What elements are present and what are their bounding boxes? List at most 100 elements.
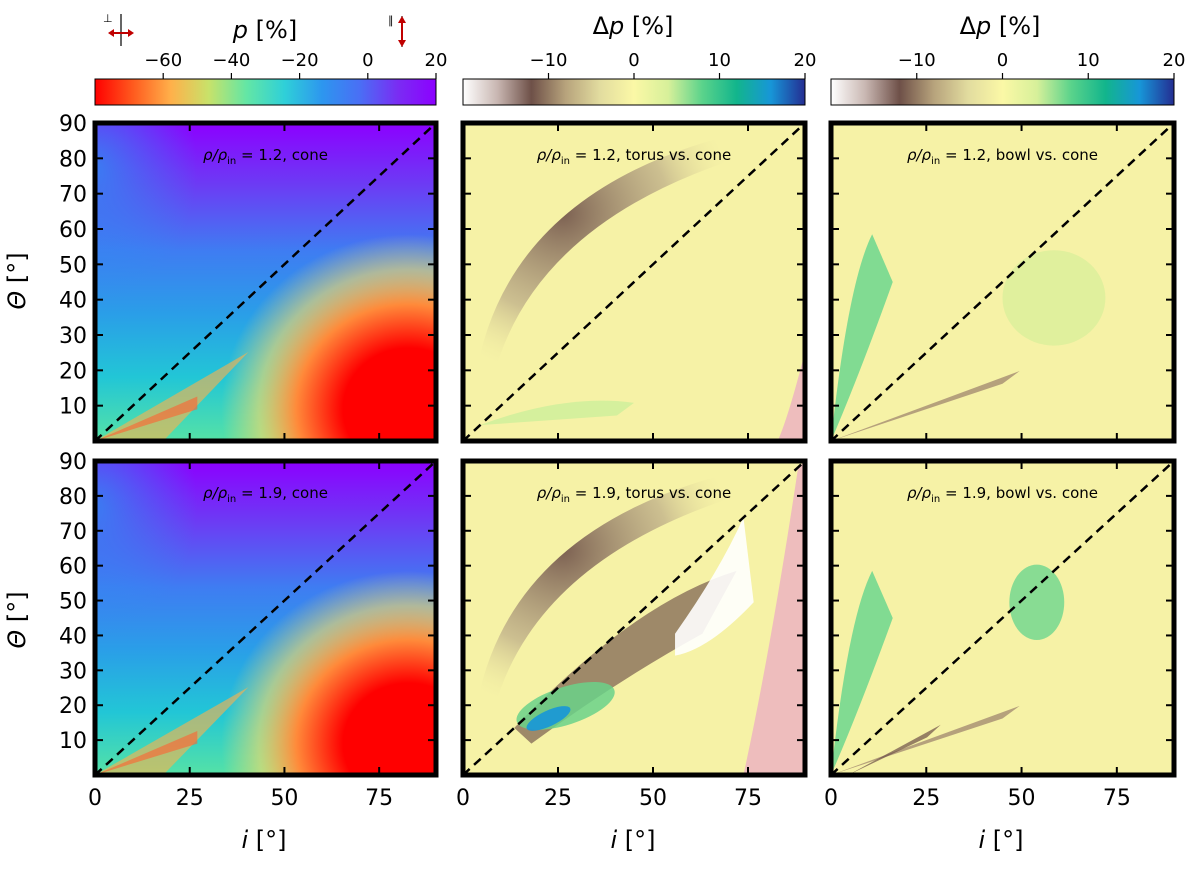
perpendicular-orientation-mark: ⊥ xyxy=(103,12,134,46)
diagonal-line xyxy=(94,122,437,442)
perpendicular-arrowhead-right xyxy=(128,29,134,37)
y-tick-label: 50 xyxy=(59,253,87,278)
label-unit: [°] xyxy=(617,826,655,854)
y-tick-label: 90 xyxy=(59,450,87,475)
y-tick-label: 10 xyxy=(59,395,87,420)
colorbar-tick-label: 20 xyxy=(425,50,448,71)
colorbar-p: p [%] ⊥ ∥ −60 −40 −20 0 20 xyxy=(94,12,448,106)
label-unit: [°] xyxy=(248,826,286,854)
perpendicular-symbol: ⊥ xyxy=(103,12,113,25)
colorbar-title-dp-bowl: Δp [%] xyxy=(960,12,1041,40)
parallel-orientation-mark: ∥ xyxy=(388,14,406,47)
y-tick-label: 80 xyxy=(59,485,87,510)
x-tick-label: 0 xyxy=(824,786,838,811)
annotation-symbol: ρ/ρ xyxy=(537,146,562,164)
annotation-text: = 1.9, bowl vs. cone xyxy=(940,484,1098,502)
label-symbol: Θ xyxy=(3,630,31,649)
y-tick-label: 30 xyxy=(59,659,87,684)
label-prefix: Δ xyxy=(593,12,610,40)
colorbar-tick-label: 0 xyxy=(628,50,639,71)
annotation-text: = 1.2, bowl vs. cone xyxy=(940,146,1098,164)
panel-annotation: ρ/ρin = 1.9, torus vs. cone xyxy=(537,484,731,505)
y-tick-label: 80 xyxy=(59,147,87,172)
panel-annotation: ρ/ρin = 1.2, bowl vs. cone xyxy=(907,146,1098,167)
label-unit: [°] xyxy=(3,591,31,629)
panel-annotation: ρ/ρin = 1.9, bowl vs. cone xyxy=(907,484,1098,505)
colorbar-title-dp-torus: Δp [%] xyxy=(593,12,674,40)
annotation-subscript: in xyxy=(227,494,236,505)
colorbar-tick-label: −10 xyxy=(530,50,568,71)
panel-frame xyxy=(92,120,439,444)
diagonal-line xyxy=(462,460,806,776)
label-symbol: i xyxy=(241,826,248,854)
x-tick-label: 75 xyxy=(1103,786,1131,811)
x-tick-label: 50 xyxy=(1008,786,1036,811)
y-axis-label-top: Θ [°] xyxy=(3,252,31,309)
colorbar-tick-label: −10 xyxy=(898,50,936,71)
panel-annotation: ρ/ρin = 1.9, cone xyxy=(203,484,328,505)
colorbar-tick-label: −60 xyxy=(144,50,182,71)
y-tick-label: 40 xyxy=(59,624,87,649)
label-symbol: i xyxy=(610,826,617,854)
annotation-subscript: in xyxy=(227,156,236,167)
x-tick-label: 0 xyxy=(456,786,470,811)
y-tick-label: 20 xyxy=(59,694,87,719)
label-symbol: Θ xyxy=(3,291,31,310)
panel-grid: ρ/ρin = 1.2, cone102030405060708090ρ/ρin… xyxy=(59,112,1177,811)
label-symbol: i xyxy=(978,826,985,854)
x-tick-label: 25 xyxy=(912,786,940,811)
panel-annotation: ρ/ρin = 1.2, cone xyxy=(203,146,328,167)
y-axis-label-bottom: Θ [°] xyxy=(3,591,31,648)
x-tick-label: 75 xyxy=(365,786,393,811)
y-tick-label: 90 xyxy=(59,112,87,137)
panel-frame xyxy=(460,120,808,444)
annotation-text: = 1.9, torus vs. cone xyxy=(570,484,731,502)
panel-2-2: ρ/ρin = 1.9, torus vs. cone 0 25 50 75 xyxy=(456,458,808,811)
y-tick-label: 10 xyxy=(59,729,87,754)
parallel-symbol: ∥ xyxy=(388,14,394,27)
y-tick-label: 70 xyxy=(59,520,87,545)
y-tick-label: 70 xyxy=(59,183,87,208)
annotation-symbol: ρ/ρ xyxy=(907,484,932,502)
x-axis-label-col3: i [°] xyxy=(978,826,1023,854)
diagonal-line xyxy=(462,122,806,442)
annotation-symbol: ρ/ρ xyxy=(907,146,932,164)
colorbar-tick-label: 10 xyxy=(1077,50,1100,71)
annotation-symbol: ρ/ρ xyxy=(537,484,562,502)
panel-frame xyxy=(460,458,808,778)
annotation-subscript: in xyxy=(931,494,940,505)
x-axis-label-col2: i [°] xyxy=(610,826,655,854)
y-tick-label: 60 xyxy=(59,218,87,243)
annotation-subscript: in xyxy=(561,156,570,167)
diagonal-line xyxy=(94,460,437,776)
x-tick-label: 0 xyxy=(88,786,102,811)
label-symbol: p xyxy=(975,12,991,40)
colorbar-tick-label: 0 xyxy=(997,50,1008,71)
annotation-symbol: ρ/ρ xyxy=(203,146,228,164)
panel-1-2: ρ/ρin = 1.2, torus vs. cone xyxy=(460,120,808,444)
label-unit: [°] xyxy=(985,826,1023,854)
panel-frame xyxy=(828,120,1177,444)
annotation-text: = 1.9, cone xyxy=(236,484,328,502)
y-tick-label: 60 xyxy=(59,555,87,580)
colorbar-dp-torus: Δp [%] −10 0 10 20 xyxy=(462,12,816,106)
y-tick-label: 20 xyxy=(59,359,87,384)
label-symbol: p xyxy=(608,12,624,40)
annotation-symbol: ρ/ρ xyxy=(203,484,228,502)
panel-2-3: ρ/ρin = 1.9, bowl vs. cone 0 25 50 75 xyxy=(824,458,1177,811)
label-unit: [%] xyxy=(991,12,1040,40)
annotation-text: = 1.2, cone xyxy=(236,146,328,164)
y-tick-label: 30 xyxy=(59,324,87,349)
label-unit: [%] xyxy=(624,12,673,40)
colorbar-tick-label: −20 xyxy=(281,50,319,71)
perpendicular-arrowhead-left xyxy=(108,29,114,37)
panel-annotation: ρ/ρin = 1.2, torus vs. cone xyxy=(537,146,731,167)
colorbar-gradient xyxy=(830,78,1175,106)
panel-frame xyxy=(92,458,439,778)
y-tick-label: 40 xyxy=(59,289,87,314)
annotation-subscript: in xyxy=(561,494,570,505)
annotation-text: = 1.2, torus vs. cone xyxy=(570,146,731,164)
x-tick-label: 25 xyxy=(544,786,572,811)
diagonal-line xyxy=(830,460,1175,776)
